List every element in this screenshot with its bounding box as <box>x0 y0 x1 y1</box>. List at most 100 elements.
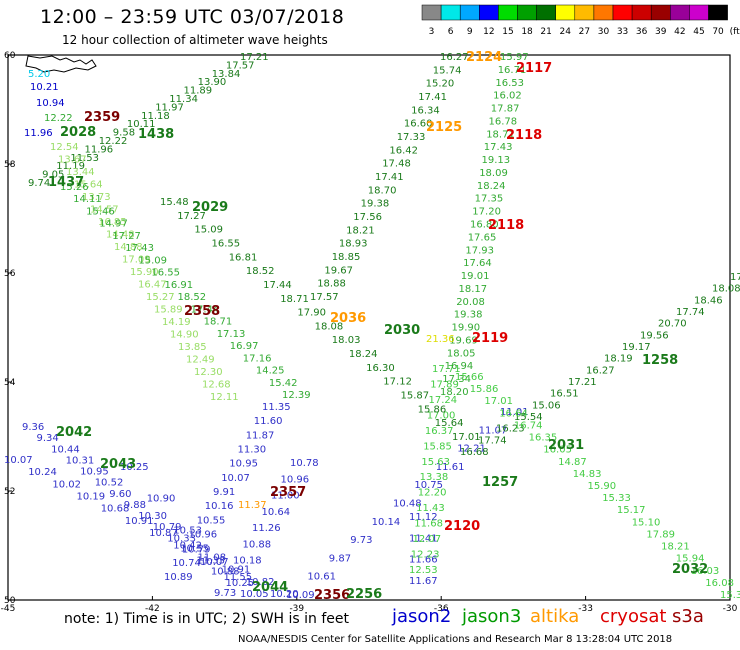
legend-label: 24 <box>560 27 572 37</box>
wave-height-value: 5.20 <box>28 69 50 80</box>
track-t13: 17.57 18.88 19.67 18.85 18.93 18.21 17.56 19.38… <box>310 52 469 303</box>
legend-swatch <box>421 4 442 21</box>
wave-height-value: 12.39 <box>282 390 311 401</box>
wave-height-value: 14.48 <box>106 230 135 241</box>
wave-height-value: 10.55 <box>197 515 226 526</box>
wave-height-value: 18.70 <box>368 185 397 196</box>
wave-height-value: 20.08 <box>456 297 485 308</box>
wave-height-value: 10.53 <box>173 525 202 536</box>
wave-height-value: 12.53 <box>409 565 438 576</box>
latitude-label: 56 <box>4 269 16 279</box>
wave-height-value: 10.07 <box>4 455 33 466</box>
wave-height-value: 15.89 <box>154 305 183 316</box>
wave-height-value: 16.55 <box>151 268 180 279</box>
map-frame <box>7 54 731 601</box>
wave-height-value: 11.96 <box>24 128 53 139</box>
track-t8: 12.53 12.23 12.07 11.68 11.43 12.20 13.38 15.63… <box>409 364 461 576</box>
track-t15: 16.6817.7416.2315.5415.0616.5117.2116.27… <box>460 272 740 458</box>
pass-time-label: 2119 <box>472 331 508 346</box>
wave-height-value: 19.90 <box>452 323 481 334</box>
wave-height-value: 18.46 <box>694 295 723 306</box>
wave-height-value: 16.85 <box>98 217 127 228</box>
wave-height-value: 16.51 <box>550 389 579 400</box>
wave-height-value: 17.44 <box>263 280 292 291</box>
wave-height-value: 17.34 <box>442 374 471 385</box>
wave-height-value: 18.93 <box>339 239 368 250</box>
wave-height-value: 19.67 <box>324 265 353 276</box>
wave-height-value: 14.90 <box>170 330 199 341</box>
wave-height-value: 13.84 <box>212 69 241 80</box>
wave-height-value: 18.71 <box>486 129 515 140</box>
note-text: note: 1) Time is in UTC; 2) SWH is in fe… <box>64 611 350 627</box>
wave-height-value: 10.78 <box>290 458 319 469</box>
legend-label: 30 <box>598 27 610 37</box>
wave-height-value: 9.34 <box>37 433 59 444</box>
wave-height-value: 9.91 <box>213 487 235 498</box>
wave-height-value: 19.38 <box>454 310 483 321</box>
wave-height-value: 10.16 <box>205 501 234 512</box>
wave-height-value: 17.48 <box>382 159 411 170</box>
legend-swatch <box>631 4 652 21</box>
wave-height-value: 16.34 <box>411 105 440 116</box>
wave-height-value: 17.21 <box>568 377 597 388</box>
wave-height-value: 12.54 <box>50 142 79 153</box>
wave-height-value: 17.44 <box>191 304 220 315</box>
track-t3: 10.25 10.90 10.53 10.07 <box>120 462 229 568</box>
pass-time-label: 2359 <box>84 110 120 125</box>
wave-height-value: 15.17 <box>617 505 646 516</box>
wave-height-value: 11.37 <box>238 500 267 511</box>
wave-height-value: 10.07 <box>221 473 250 484</box>
pass-time-label: 1438 <box>138 127 174 142</box>
legend-label: 70 <box>712 27 724 37</box>
wave-height-value: 10.18 <box>233 556 262 567</box>
legend-label: 27 <box>579 27 590 37</box>
pass-time-label: 2124 <box>466 50 502 65</box>
wave-height-value: 17.43 <box>484 142 513 153</box>
longitude-label: -30 <box>723 604 738 614</box>
wave-height-value: 16.71 <box>498 65 527 76</box>
pass-time-label: 2358 <box>184 304 220 319</box>
legend-label: 39 <box>655 27 667 37</box>
pass-time-label: 1437 <box>48 175 84 190</box>
wave-height-value: 14.97 <box>99 219 128 230</box>
legend-label: 3 <box>429 27 435 37</box>
credits-text: NOAA/NESDIS Center for Satellite Applica… <box>238 634 673 645</box>
wave-height-value: 12.49 <box>186 355 215 366</box>
wave-height-value: 18.08 <box>315 321 344 332</box>
coastline <box>25 55 97 73</box>
wave-height-value: 10.88 <box>243 539 272 550</box>
longitude-label: -33 <box>578 604 593 614</box>
wave-height-value: 10.91 <box>125 516 154 527</box>
satellite-jason3: jason3 <box>462 606 522 627</box>
wave-height-value: 12.21 <box>457 444 486 455</box>
wave-height-value: 15.26 <box>60 182 89 193</box>
wave-height-value: 16.27 <box>586 365 615 376</box>
wave-height-value: 10.96 <box>281 474 310 485</box>
wave-height-value: 15.46 <box>86 207 115 218</box>
satellite-s3a: s3a <box>672 606 704 627</box>
wave-height-value: 16.91 <box>165 280 194 291</box>
wave-height-value: 10.61 <box>307 572 336 583</box>
wave-height-value: 10.19 <box>77 492 106 503</box>
wave-height-value: 18.09 <box>479 168 508 179</box>
wave-height-value: 15.90 <box>130 267 159 278</box>
map-subtitle: 12 hour collection of altimeter wave hei… <box>62 33 328 47</box>
wave-height-value: 15.64 <box>435 418 464 429</box>
wave-height-value: 18.21 <box>346 225 375 236</box>
pass-time-label: 1258 <box>642 353 678 368</box>
wave-height-value: 11.01 <box>500 407 529 418</box>
wave-height-value: 10.79 <box>182 545 211 556</box>
wave-height-value: 12.30 <box>194 367 223 378</box>
wave-height-value: 11.19 <box>56 161 85 172</box>
pass-time-label: 2120 <box>444 519 480 534</box>
wave-height-value: 10.05 <box>240 589 269 600</box>
wave-height-value: 16.08 <box>705 578 734 589</box>
wave-height-value: 14.83 <box>573 469 602 480</box>
legend-swatch <box>650 4 671 21</box>
wave-height-value: 9.58 <box>113 128 135 139</box>
legend-swatch <box>498 4 518 21</box>
wave-height-value: 10.24 <box>28 467 57 478</box>
